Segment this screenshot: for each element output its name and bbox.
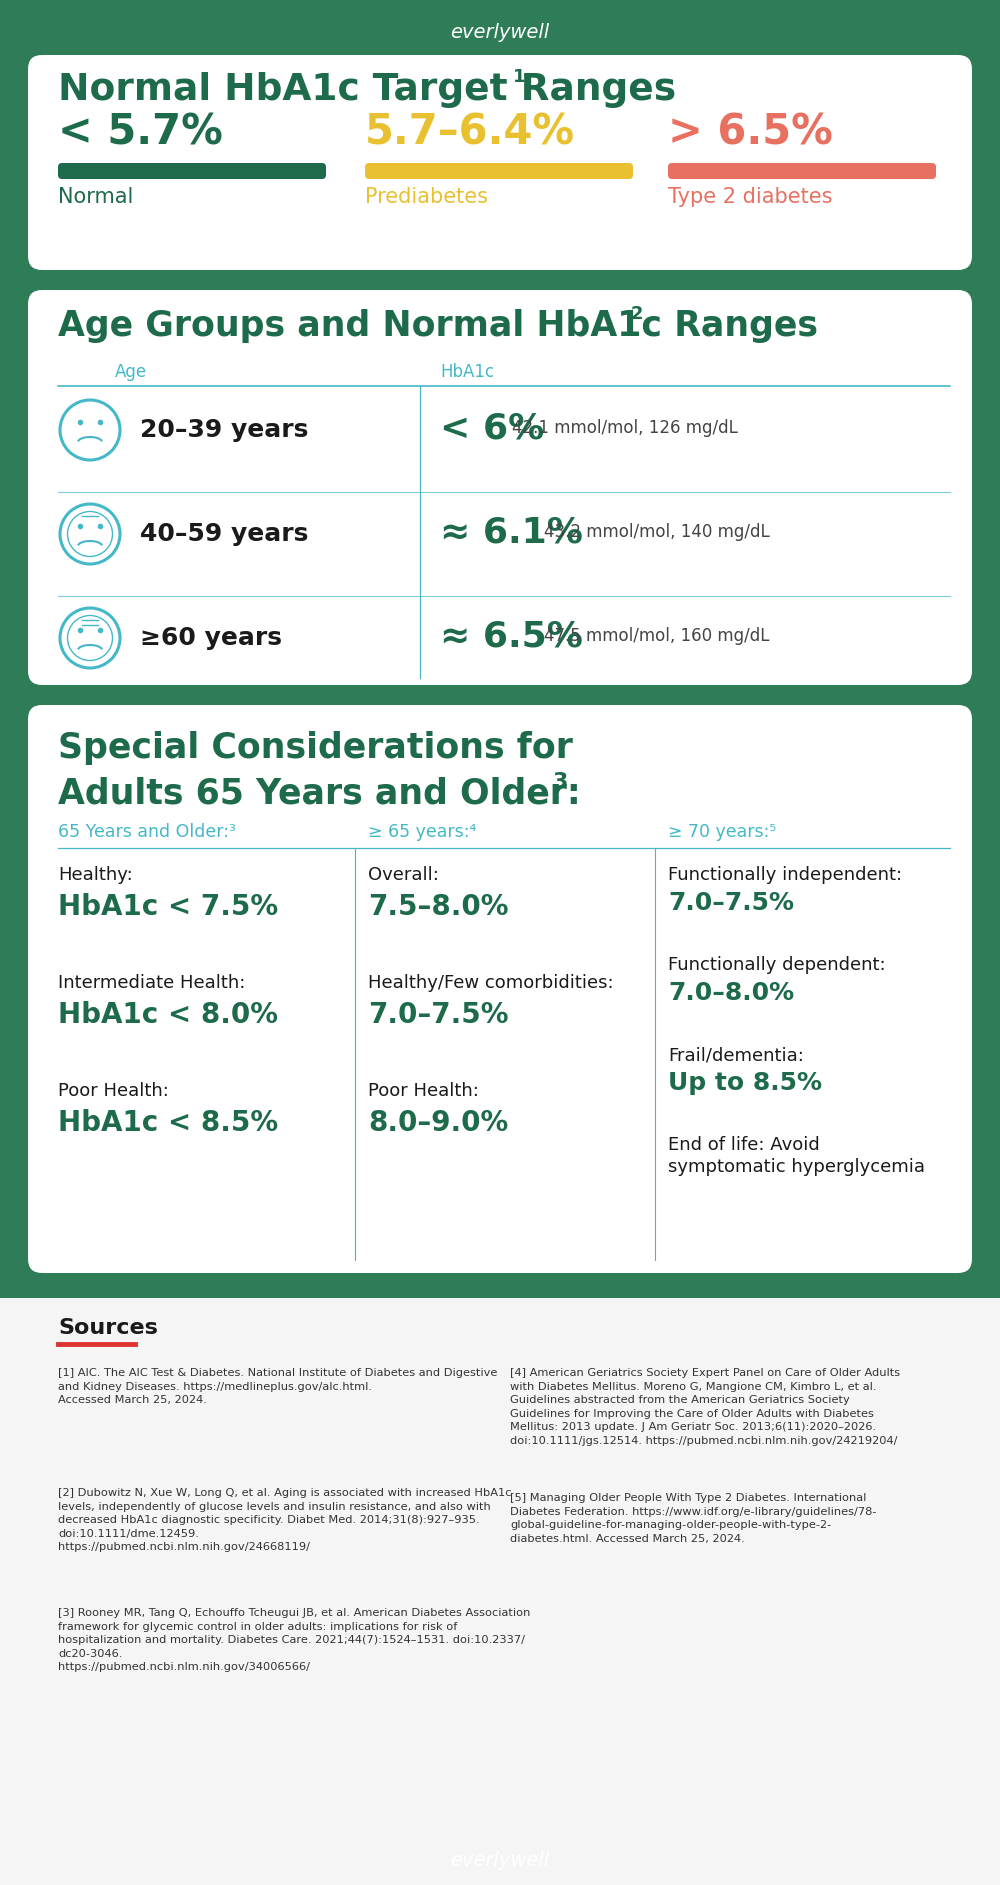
- Text: < 6%: < 6%: [440, 411, 544, 445]
- Text: 40–59 years: 40–59 years: [140, 522, 308, 547]
- Text: Healthy:: Healthy:: [58, 865, 133, 884]
- Text: Prediabetes: Prediabetes: [365, 187, 488, 207]
- Text: 8.0–9.0%: 8.0–9.0%: [368, 1108, 508, 1137]
- Text: [4] American Geriatrics Society Expert Panel on Care of Older Adults
with Diabet: [4] American Geriatrics Society Expert P…: [510, 1369, 900, 1446]
- FancyBboxPatch shape: [668, 162, 936, 179]
- FancyBboxPatch shape: [0, 1299, 1000, 1885]
- Text: everlywell: everlywell: [450, 23, 550, 41]
- Text: Age: Age: [115, 364, 147, 381]
- Text: 2: 2: [631, 305, 644, 322]
- Text: Type 2 diabetes: Type 2 diabetes: [668, 187, 832, 207]
- Text: everlywell: everlywell: [450, 1851, 550, 1870]
- Text: HbA1c < 7.5%: HbA1c < 7.5%: [58, 893, 278, 922]
- Text: ≈ 6.1%: ≈ 6.1%: [440, 515, 583, 549]
- Text: Age Groups and Normal HbA1c Ranges: Age Groups and Normal HbA1c Ranges: [58, 309, 818, 343]
- Text: [2] Dubowitz N, Xue W, Long Q, et al. Aging is associated with increased HbA1c
l: [2] Dubowitz N, Xue W, Long Q, et al. Ag…: [58, 1487, 512, 1553]
- FancyBboxPatch shape: [28, 55, 972, 270]
- Text: 1: 1: [513, 68, 526, 87]
- Text: Up to 8.5%: Up to 8.5%: [668, 1071, 822, 1095]
- Text: 47.5 mmol/mol, 160 mg/dL: 47.5 mmol/mol, 160 mg/dL: [544, 628, 770, 645]
- Text: < 5.7%: < 5.7%: [58, 111, 223, 153]
- Text: Special Considerations for: Special Considerations for: [58, 731, 573, 765]
- Text: Normal: Normal: [58, 187, 133, 207]
- Text: ≥60 years: ≥60 years: [140, 626, 282, 650]
- Text: Sources: Sources: [58, 1318, 158, 1338]
- Text: 7.0–7.5%: 7.0–7.5%: [668, 892, 794, 914]
- FancyBboxPatch shape: [28, 290, 972, 684]
- FancyBboxPatch shape: [28, 705, 972, 1272]
- Text: Frail/dementia:: Frail/dementia:: [668, 1046, 804, 1063]
- Text: [1] AIC. The AIC Test & Diabetes. National Institute of Diabetes and Digestive
a: [1] AIC. The AIC Test & Diabetes. Nation…: [58, 1369, 497, 1404]
- Text: End of life: Avoid: End of life: Avoid: [668, 1137, 820, 1154]
- Text: [5] Managing Older People With Type 2 Diabetes. International
Diabetes Federatio: [5] Managing Older People With Type 2 Di…: [510, 1493, 876, 1544]
- Text: ≈ 6.5%: ≈ 6.5%: [440, 618, 583, 652]
- Text: 65 Years and Older:³: 65 Years and Older:³: [58, 824, 236, 841]
- Text: 7.5–8.0%: 7.5–8.0%: [368, 893, 509, 922]
- Text: Functionally independent:: Functionally independent:: [668, 865, 902, 884]
- Text: ≥ 65 years:⁴: ≥ 65 years:⁴: [368, 824, 477, 841]
- Text: Intermediate Health:: Intermediate Health:: [58, 975, 245, 992]
- Text: symptomatic hyperglycemia: symptomatic hyperglycemia: [668, 1157, 925, 1176]
- Text: HbA1c < 8.5%: HbA1c < 8.5%: [58, 1108, 278, 1137]
- Text: Poor Health:: Poor Health:: [368, 1082, 479, 1101]
- Text: 7.0–7.5%: 7.0–7.5%: [368, 1001, 509, 1029]
- Text: HbA1c: HbA1c: [440, 364, 494, 381]
- Text: 43.2 mmol/mol, 140 mg/dL: 43.2 mmol/mol, 140 mg/dL: [544, 522, 770, 541]
- Text: 42.1 mmol/mol, 126 mg/dL: 42.1 mmol/mol, 126 mg/dL: [512, 418, 738, 437]
- Text: Overall:: Overall:: [368, 865, 439, 884]
- Text: 7.0–8.0%: 7.0–8.0%: [668, 980, 794, 1005]
- Text: 5.7–6.4%: 5.7–6.4%: [365, 111, 575, 153]
- FancyBboxPatch shape: [365, 162, 633, 179]
- Text: 20–39 years: 20–39 years: [140, 418, 308, 441]
- Text: HbA1c < 8.0%: HbA1c < 8.0%: [58, 1001, 278, 1029]
- Text: ≥ 70 years:⁵: ≥ 70 years:⁵: [668, 824, 776, 841]
- Text: Adults 65 Years and Older:: Adults 65 Years and Older:: [58, 777, 593, 811]
- Text: 3: 3: [553, 773, 568, 792]
- Text: [3] Rooney MR, Tang Q, Echouffo Tcheugui JB, et al. American Diabetes Associatio: [3] Rooney MR, Tang Q, Echouffo Tcheugui…: [58, 1608, 530, 1672]
- Text: > 6.5%: > 6.5%: [668, 111, 833, 153]
- Text: Poor Health:: Poor Health:: [58, 1082, 169, 1101]
- Text: Healthy/Few comorbidities:: Healthy/Few comorbidities:: [368, 975, 614, 992]
- FancyBboxPatch shape: [58, 162, 326, 179]
- Text: Functionally dependent:: Functionally dependent:: [668, 956, 886, 975]
- Text: Normal HbA1c Target Ranges: Normal HbA1c Target Ranges: [58, 72, 676, 107]
